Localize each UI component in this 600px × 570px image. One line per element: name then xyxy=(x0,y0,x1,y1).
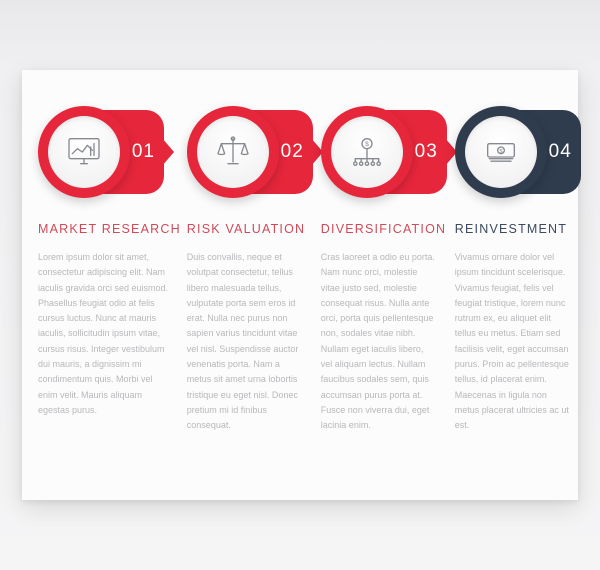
step-badge: 02 xyxy=(187,106,315,198)
step-badge: 01 xyxy=(38,106,166,198)
step-number: 01 xyxy=(132,141,155,163)
step-circle-inner: $ xyxy=(331,116,403,188)
step-title: RISK VALUATION xyxy=(187,222,305,236)
step-body: Duis convallis, neque et volutpat consec… xyxy=(187,250,315,434)
step-number: 04 xyxy=(549,141,572,163)
step-circle-inner: $ xyxy=(465,116,537,188)
step-body: Cras laoreet a odio eu porta. Nam nunc o… xyxy=(321,250,449,434)
step-title: REINVESTMENT xyxy=(455,222,567,236)
step-3: 03 $ xyxy=(321,106,449,434)
step-circle xyxy=(187,106,279,198)
step-circle-inner xyxy=(48,116,120,188)
step-circle xyxy=(38,106,130,198)
step-circle-inner xyxy=(197,116,269,188)
step-body: Vivamus ornare dolor vel ipsum tincidunt… xyxy=(455,250,583,434)
step-2: 02 RISK VALUATION xyxy=(187,106,315,434)
step-badge: 04 $ xyxy=(455,106,583,198)
step-4: 04 $ REINVESTMENT Vivamus ornare xyxy=(455,106,583,434)
step-circle: $ xyxy=(455,106,547,198)
money-stack-icon: $ xyxy=(481,132,521,172)
step-title: DIVERSIFICATION xyxy=(321,222,446,236)
step-number: 03 xyxy=(415,141,438,163)
monitor-chart-icon xyxy=(64,132,104,172)
infographic-card: 01 MARKET RESEARCH xyxy=(22,70,578,500)
steps-row: 01 MARKET RESEARCH xyxy=(38,106,562,434)
scales-icon xyxy=(213,132,253,172)
step-body: Lorem ipsum dolor sit amet, consectetur … xyxy=(38,250,181,418)
step-circle: $ xyxy=(321,106,413,198)
step-title: MARKET RESEARCH xyxy=(38,222,181,236)
step-number: 02 xyxy=(281,141,304,163)
step-1: 01 MARKET RESEARCH xyxy=(38,106,181,434)
svg-text:$: $ xyxy=(499,149,503,155)
svg-text:$: $ xyxy=(365,141,369,148)
network-dollar-icon: $ xyxy=(347,132,387,172)
step-badge: 03 $ xyxy=(321,106,449,198)
